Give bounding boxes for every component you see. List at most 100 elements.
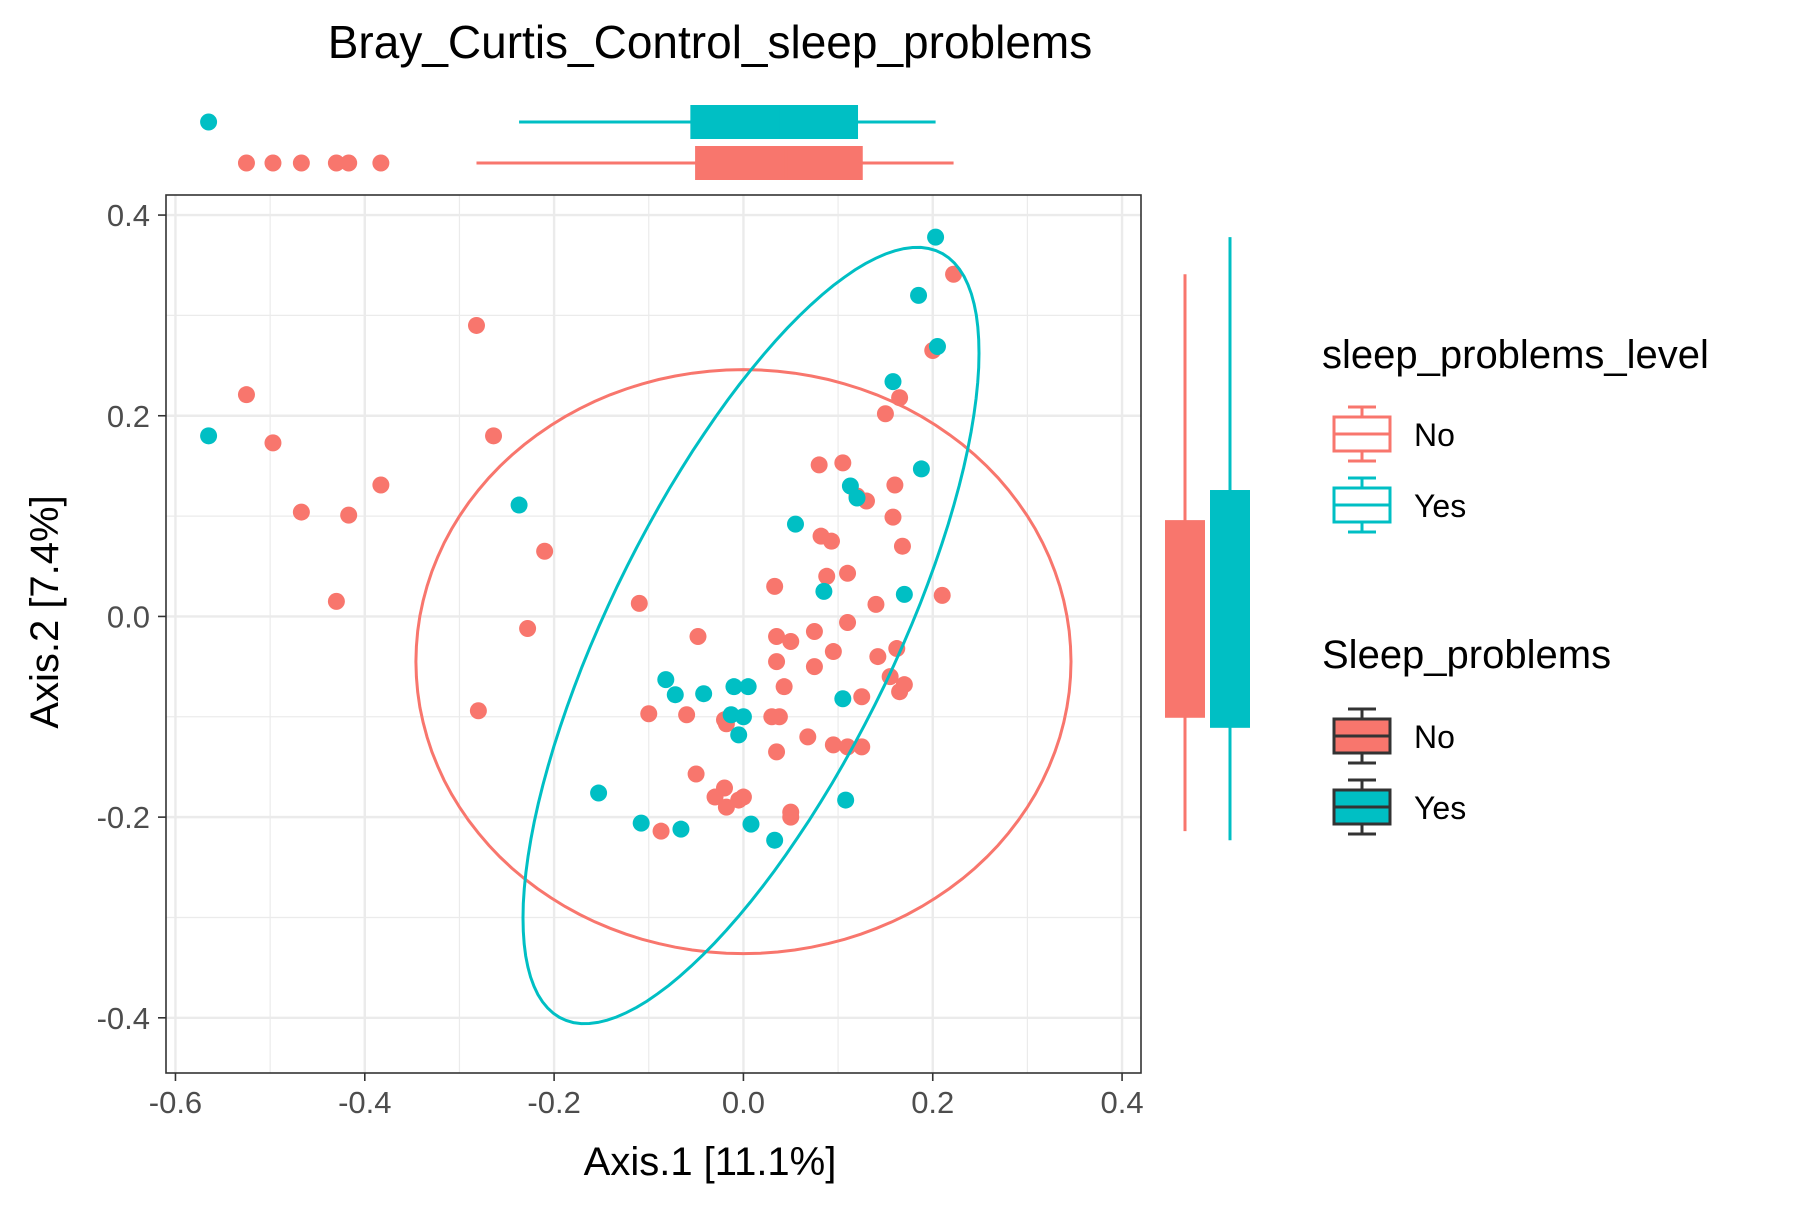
data-point-yes bbox=[912, 460, 930, 478]
data-point-yes bbox=[734, 708, 752, 726]
data-point-no bbox=[945, 265, 963, 283]
data-point-no bbox=[652, 822, 670, 840]
y-tick-label: -0.4 bbox=[97, 1001, 150, 1036]
data-point-no bbox=[327, 592, 345, 610]
data-point-yes bbox=[928, 338, 946, 356]
data-point-no bbox=[893, 537, 911, 555]
data-point-no bbox=[469, 702, 487, 720]
data-point-no bbox=[292, 503, 310, 521]
data-point-no bbox=[876, 405, 894, 423]
data-point-no bbox=[853, 688, 871, 706]
data-point-no bbox=[886, 476, 904, 494]
data-point-no bbox=[706, 788, 724, 806]
data-point-no bbox=[839, 613, 857, 631]
top-boxplot-outlier-yes bbox=[200, 113, 218, 131]
data-point-no bbox=[810, 456, 828, 474]
data-point-yes bbox=[672, 820, 690, 838]
data-point-no bbox=[485, 427, 503, 445]
data-point-no bbox=[630, 594, 648, 612]
data-point-yes bbox=[742, 815, 760, 833]
legend-label-level-no: No bbox=[1414, 417, 1455, 453]
data-point-no bbox=[933, 586, 951, 604]
x-tick-label: 0.2 bbox=[911, 1085, 954, 1120]
x-axis-label: Axis.1 [11.1%] bbox=[584, 1140, 837, 1184]
y-tick-label: 0.2 bbox=[107, 399, 150, 434]
data-point-yes bbox=[695, 685, 713, 703]
data-point-yes bbox=[786, 515, 804, 533]
data-point-yes bbox=[657, 671, 675, 689]
data-point-no bbox=[734, 788, 752, 806]
data-point-no bbox=[717, 798, 735, 816]
data-point-no bbox=[689, 628, 707, 646]
y-tick-label: 0.0 bbox=[107, 599, 150, 634]
plot-border bbox=[165, 194, 1142, 1074]
data-point-no bbox=[340, 506, 358, 524]
data-point-no bbox=[519, 619, 537, 637]
x-tick-label: -0.6 bbox=[149, 1085, 202, 1120]
data-point-no bbox=[818, 567, 836, 585]
data-point-yes bbox=[730, 726, 748, 744]
data-point-no bbox=[824, 643, 842, 661]
data-point-no bbox=[824, 736, 842, 754]
data-point-no bbox=[768, 743, 786, 761]
legend-label-yes: Yes bbox=[1414, 790, 1466, 826]
top-boxplot-outlier-no bbox=[264, 154, 282, 172]
data-point-no bbox=[770, 708, 788, 726]
data-point-no bbox=[372, 476, 390, 494]
top-boxplot-outlier-no bbox=[340, 154, 358, 172]
data-point-yes bbox=[725, 678, 743, 696]
y-tick-label: -0.2 bbox=[97, 800, 150, 835]
data-point-no bbox=[640, 705, 658, 723]
top-boxplot-outlier-no bbox=[292, 154, 310, 172]
data-point-no bbox=[237, 386, 255, 404]
x-tick-label: -0.2 bbox=[527, 1085, 580, 1120]
right-boxplot-box-yes bbox=[1210, 490, 1250, 728]
y-tick-label: 0.4 bbox=[107, 198, 150, 233]
data-point-yes bbox=[848, 489, 866, 507]
data-point-yes bbox=[590, 784, 608, 802]
data-point-no bbox=[766, 577, 784, 595]
top-boxplot-outlier-no bbox=[327, 154, 345, 172]
data-point-yes bbox=[895, 585, 913, 603]
x-tick-label: 0.0 bbox=[722, 1085, 765, 1120]
legend-title-sleep-problems: Sleep_problems bbox=[1322, 633, 1611, 677]
legend-label-level-yes: Yes bbox=[1414, 488, 1466, 524]
data-point-yes bbox=[910, 286, 928, 304]
data-point-no bbox=[822, 532, 840, 550]
data-point-yes bbox=[927, 228, 945, 246]
top-boxplot-box-no bbox=[695, 146, 863, 180]
data-point-no bbox=[839, 564, 857, 582]
data-point-no bbox=[467, 316, 485, 334]
chart-title: Bray_Curtis_Control_sleep_problems bbox=[328, 16, 1092, 68]
data-point-no bbox=[805, 658, 823, 676]
top-boxplot-outlier-no bbox=[237, 154, 255, 172]
data-point-no bbox=[775, 678, 793, 696]
data-point-no bbox=[678, 706, 696, 724]
data-point-yes bbox=[200, 427, 218, 445]
data-point-no bbox=[536, 542, 554, 560]
data-point-no bbox=[768, 628, 786, 646]
data-point-yes bbox=[834, 690, 852, 708]
right-boxplot-box-no bbox=[1165, 520, 1205, 718]
ellipse-yes bbox=[521, 245, 981, 1026]
data-point-no bbox=[799, 728, 817, 746]
data-point-no bbox=[768, 653, 786, 671]
legend-title-sleep-problems-level: sleep_problems_level bbox=[1322, 333, 1709, 377]
data-point-no bbox=[805, 622, 823, 640]
x-tick-label: 0.4 bbox=[1101, 1085, 1144, 1120]
data-point-yes bbox=[766, 831, 784, 849]
data-point-no bbox=[834, 454, 852, 472]
data-point-no bbox=[853, 738, 871, 756]
data-point-yes bbox=[815, 582, 833, 600]
data-point-no bbox=[264, 434, 282, 452]
legend-label-no: No bbox=[1414, 719, 1455, 755]
x-tick-label: -0.4 bbox=[338, 1085, 391, 1120]
data-point-yes bbox=[837, 791, 855, 809]
data-point-no bbox=[884, 508, 902, 526]
data-point-yes bbox=[884, 373, 902, 391]
data-point-yes bbox=[510, 496, 528, 514]
data-point-no bbox=[782, 803, 800, 821]
data-point-no bbox=[867, 595, 885, 613]
